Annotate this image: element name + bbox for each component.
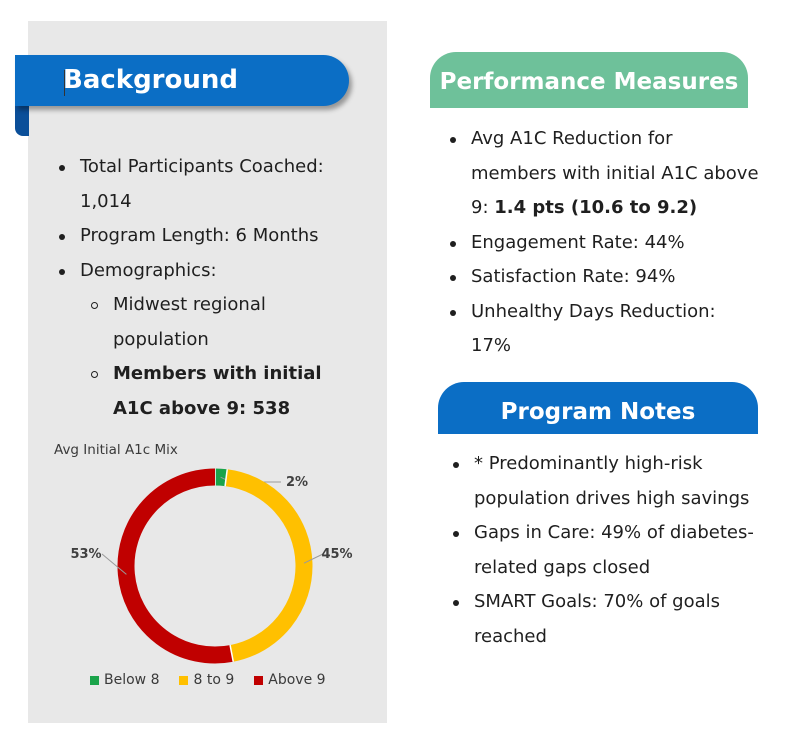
data-label: 2% xyxy=(286,475,308,490)
donut-slice-8-to-9 xyxy=(224,469,313,662)
avg-reduction-text: Avg A1C Reduction for members with initi… xyxy=(471,128,759,218)
background-panel xyxy=(28,21,387,723)
list-item: * Predominantly high-risk population dri… xyxy=(452,447,762,516)
list-item: Gaps in Care: 49% of diabetes-related ga… xyxy=(452,516,762,585)
list-item: Midwest regional population xyxy=(80,288,358,357)
legend-swatch xyxy=(254,675,264,685)
leader-line xyxy=(303,553,324,564)
notes-list: * Predominantly high-risk population dri… xyxy=(452,447,762,654)
legend-label: Below 8 xyxy=(104,672,160,688)
demographics-label: Demographics: xyxy=(80,259,217,281)
legend-swatch xyxy=(179,675,189,685)
banner-fold xyxy=(15,100,29,136)
data-label: 53% xyxy=(70,547,101,562)
data-label: 45% xyxy=(321,547,352,562)
text-cursor xyxy=(64,70,65,96)
legend-swatch xyxy=(90,675,99,685)
background-list: Total Participants Coached: 1,014 Progra… xyxy=(58,150,358,426)
legend-item: Above 9 xyxy=(254,672,326,688)
list-item: Satisfaction Rate: 94% xyxy=(449,260,759,295)
avg-reduction-value: 1.4 pts (10.6 to 9.2) xyxy=(494,197,698,218)
slice-separator xyxy=(224,469,228,487)
chart-title: Avg Initial A1c Mix xyxy=(54,442,178,458)
list-item: Demographics: Midwest regional populatio… xyxy=(58,254,358,427)
legend-item: Below 8 xyxy=(90,672,159,688)
donut-slice-above-9 xyxy=(117,468,234,664)
legend-label: Above 9 xyxy=(268,672,326,688)
list-item: Total Participants Coached: 1,014 xyxy=(58,150,358,219)
list-item: Avg A1C Reduction for members with initi… xyxy=(449,122,759,226)
chart-legend: Below 8 8 to 9 Above 9 xyxy=(90,672,326,688)
list-item: Program Length: 6 Months xyxy=(58,219,358,254)
list-item: Members with initial A1C above 9: 538 xyxy=(80,357,358,426)
leader-line xyxy=(101,553,127,575)
slice-separator xyxy=(229,644,235,662)
performance-banner: Performance Measures xyxy=(430,52,748,108)
performance-list: Avg A1C Reduction for members with initi… xyxy=(449,122,759,364)
list-item: Unhealthy Days Reduction: 17% xyxy=(449,295,759,364)
a1c-donut-chart: 2% 45% 53% xyxy=(70,468,353,664)
legend-label: 8 to 9 xyxy=(193,672,235,688)
list-item: SMART Goals: 70% of goals reached xyxy=(452,585,762,654)
legend-item: 8 to 9 xyxy=(179,672,234,688)
background-banner: Background xyxy=(15,55,349,106)
notes-banner: Program Notes xyxy=(438,382,758,434)
demographics-list: Midwest regional population Members with… xyxy=(80,288,358,426)
list-item: Engagement Rate: 44% xyxy=(449,226,759,261)
